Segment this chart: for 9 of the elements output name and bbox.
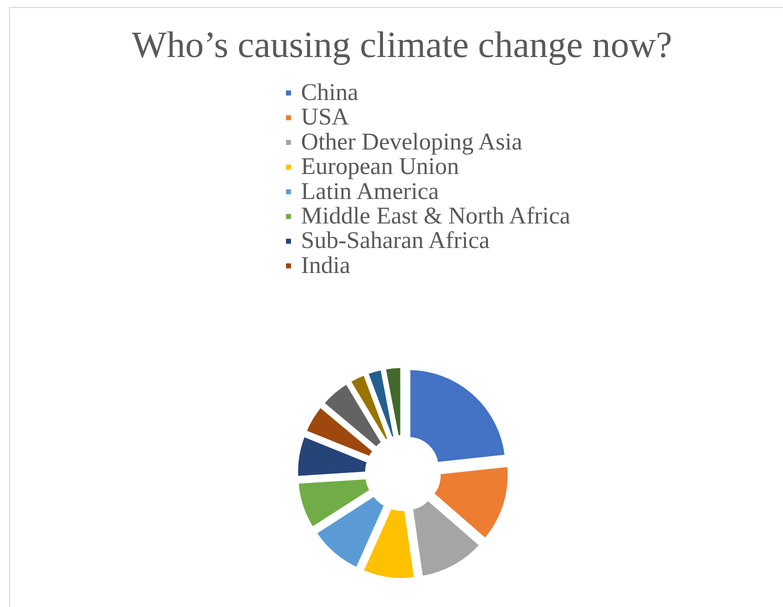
legend-label: India bbox=[301, 252, 351, 279]
legend-label: Latin America bbox=[301, 178, 440, 205]
legend-label: USA bbox=[301, 104, 350, 131]
chart-title: Who’s causing climate change now? bbox=[132, 25, 672, 66]
legend-label: Other Developing Asia bbox=[301, 129, 523, 156]
legend-label: China bbox=[301, 80, 359, 106]
legend-label: Middle East & North Africa bbox=[301, 204, 571, 230]
legend-label: Sub-Saharan Africa bbox=[301, 228, 490, 254]
legend-label: European Union bbox=[301, 154, 459, 180]
